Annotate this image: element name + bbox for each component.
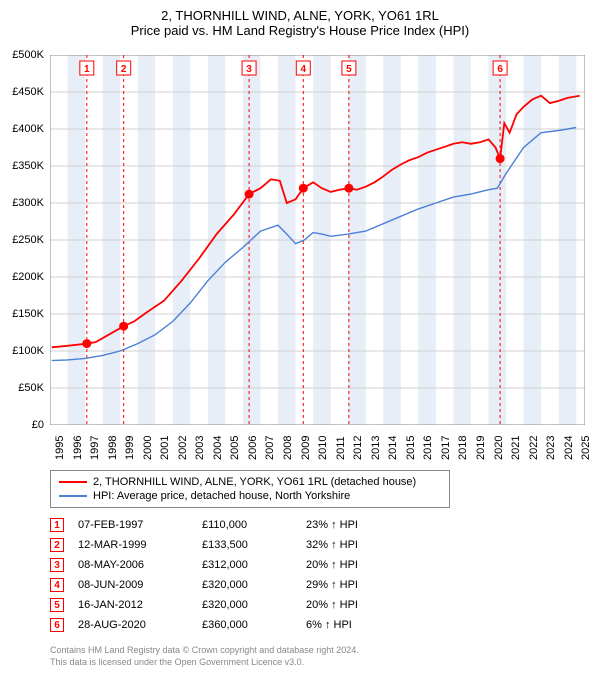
legend-swatch <box>59 481 87 483</box>
y-axis: £0£50K£100K£150K£200K£250K£300K£350K£400… <box>0 55 48 425</box>
title-block: 2, THORNHILL WIND, ALNE, YORK, YO61 1RL … <box>0 0 600 38</box>
title-line-1: 2, THORNHILL WIND, ALNE, YORK, YO61 1RL <box>0 8 600 23</box>
y-tick-label: £500K <box>12 49 44 61</box>
x-tick-label: 2017 <box>440 436 452 460</box>
x-tick-label: 2003 <box>194 436 206 460</box>
x-tick-label: 2012 <box>352 436 364 460</box>
sale-marker: 2 <box>50 538 64 552</box>
sale-row: 6 28-AUG-2020 £360,000 6% ↑ HPI <box>50 615 550 635</box>
x-tick-label: 2011 <box>335 436 347 460</box>
sales-table: 1 07-FEB-1997 £110,000 23% ↑ HPI 2 12-MAR-199… <box>50 515 550 635</box>
y-tick-label: £200K <box>12 271 44 283</box>
y-tick-label: £250K <box>12 234 44 246</box>
sale-price: £360,000 <box>202 619 292 631</box>
sale-date: 16-JAN-2012 <box>78 599 188 611</box>
x-tick-label: 2015 <box>405 436 417 460</box>
chart-container: 2, THORNHILL WIND, ALNE, YORK, YO61 1RL … <box>0 0 600 680</box>
sale-pct: 20% ↑ HPI <box>306 599 406 611</box>
x-tick-label: 2001 <box>159 436 171 460</box>
svg-text:2: 2 <box>121 64 127 75</box>
sale-date: 28-AUG-2020 <box>78 619 188 631</box>
sale-price: £133,500 <box>202 539 292 551</box>
footnote-line-2: This data is licensed under the Open Gov… <box>50 657 359 669</box>
sale-price: £110,000 <box>202 519 292 531</box>
sale-pct: 20% ↑ HPI <box>306 559 406 571</box>
x-tick-label: 2010 <box>317 436 329 460</box>
x-tick-label: 1996 <box>72 436 84 460</box>
legend-swatch <box>59 495 87 497</box>
x-tick-label: 2023 <box>545 436 557 460</box>
y-tick-label: £150K <box>12 308 44 320</box>
sale-marker: 6 <box>50 618 64 632</box>
sale-marker: 5 <box>50 598 64 612</box>
legend-item: HPI: Average price, detached house, Nort… <box>59 489 441 503</box>
legend-label: HPI: Average price, detached house, Nort… <box>93 490 350 502</box>
sale-price: £312,000 <box>202 559 292 571</box>
sale-date: 08-MAY-2006 <box>78 559 188 571</box>
y-tick-label: £400K <box>12 123 44 135</box>
x-tick-label: 2005 <box>229 436 241 460</box>
sale-pct: 32% ↑ HPI <box>306 539 406 551</box>
sale-marker: 1 <box>50 518 64 532</box>
sale-row: 3 08-MAY-2006 £312,000 20% ↑ HPI <box>50 555 550 575</box>
svg-text:6: 6 <box>497 64 503 75</box>
legend-label: 2, THORNHILL WIND, ALNE, YORK, YO61 1RL … <box>93 476 416 488</box>
sale-row: 5 16-JAN-2012 £320,000 20% ↑ HPI <box>50 595 550 615</box>
y-tick-label: £300K <box>12 197 44 209</box>
sale-date: 08-JUN-2009 <box>78 579 188 591</box>
x-tick-label: 2024 <box>563 436 575 460</box>
x-tick-label: 2004 <box>212 436 224 460</box>
x-axis: 1995 1996 1997 1998 1999 2000 2001 2002 2003 2004… <box>50 430 585 470</box>
y-tick-label: £0 <box>32 419 44 431</box>
y-tick-label: £450K <box>12 86 44 98</box>
sale-date: 12-MAR-1999 <box>78 539 188 551</box>
x-tick-label: 2018 <box>457 436 469 460</box>
x-tick-label: 1998 <box>107 436 119 460</box>
svg-text:5: 5 <box>346 64 352 75</box>
plot-svg: 1 2 3 4 5 6 <box>50 55 585 425</box>
sale-price: £320,000 <box>202 599 292 611</box>
x-tick-label: 2006 <box>247 436 259 460</box>
x-tick-label: 2007 <box>264 436 276 460</box>
x-tick-label: 1997 <box>89 436 101 460</box>
x-tick-label: 2008 <box>282 436 294 460</box>
legend: 2, THORNHILL WIND, ALNE, YORK, YO61 1RL … <box>50 470 450 508</box>
footnote: Contains HM Land Registry data © Crown c… <box>50 645 359 668</box>
x-tick-label: 2002 <box>177 436 189 460</box>
sale-pct: 6% ↑ HPI <box>306 619 406 631</box>
sale-date: 07-FEB-1997 <box>78 519 188 531</box>
svg-text:4: 4 <box>301 64 307 75</box>
x-tick-label: 2000 <box>142 436 154 460</box>
sale-row: 2 12-MAR-1999 £133,500 32% ↑ HPI <box>50 535 550 555</box>
x-tick-label: 2022 <box>528 436 540 460</box>
x-tick-label: 1999 <box>124 436 136 460</box>
x-tick-label: 2016 <box>422 436 434 460</box>
sale-marker: 3 <box>50 558 64 572</box>
sale-row: 4 08-JUN-2009 £320,000 29% ↑ HPI <box>50 575 550 595</box>
sale-pct: 29% ↑ HPI <box>306 579 406 591</box>
x-tick-label: 2009 <box>300 436 312 460</box>
sale-pct: 23% ↑ HPI <box>306 519 406 531</box>
chart-plot-area: 1 2 3 4 5 6 <box>50 55 585 425</box>
legend-item: 2, THORNHILL WIND, ALNE, YORK, YO61 1RL … <box>59 475 441 489</box>
x-tick-label: 2020 <box>493 436 505 460</box>
x-tick-label: 2025 <box>580 436 592 460</box>
footnote-line-1: Contains HM Land Registry data © Crown c… <box>50 645 359 657</box>
svg-text:1: 1 <box>84 64 90 75</box>
y-tick-label: £100K <box>12 345 44 357</box>
sale-marker: 4 <box>50 578 64 592</box>
x-tick-label: 2013 <box>370 436 382 460</box>
sale-price: £320,000 <box>202 579 292 591</box>
x-tick-label: 2019 <box>475 436 487 460</box>
x-tick-label: 1995 <box>54 436 66 460</box>
title-line-2: Price paid vs. HM Land Registry's House … <box>0 23 600 38</box>
svg-text:3: 3 <box>246 64 252 75</box>
x-tick-label: 2021 <box>510 436 522 460</box>
x-tick-label: 2014 <box>387 436 399 460</box>
sale-row: 1 07-FEB-1997 £110,000 23% ↑ HPI <box>50 515 550 535</box>
y-tick-label: £50K <box>18 382 44 394</box>
y-tick-label: £350K <box>12 160 44 172</box>
